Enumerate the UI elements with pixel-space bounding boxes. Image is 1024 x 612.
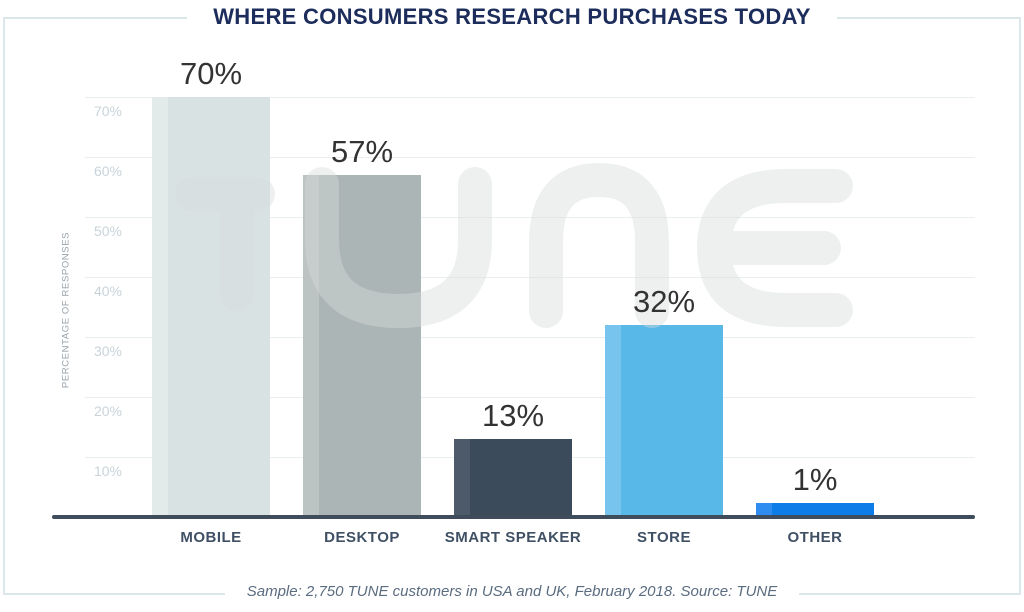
y-axis-title: PERCENTAGE OF RESPONSES: [60, 231, 72, 389]
gridline-60: [85, 157, 975, 158]
y-tick-label-20: 20%: [93, 403, 122, 419]
gridline-30: [85, 337, 975, 338]
category-label-smart-speaker: SMART SPEAKER: [444, 529, 582, 546]
value-label-desktop: 57%: [330, 134, 394, 169]
bar-store: [605, 325, 723, 517]
category-label-store: STORE: [637, 529, 691, 546]
value-label-store: 32%: [632, 284, 696, 319]
source-note: Sample: 2,750 TUNE customers in USA and …: [0, 583, 1024, 601]
y-tick-label-30: 30%: [93, 343, 122, 359]
gridline-40: [85, 277, 975, 278]
category-label-desktop: DESKTOP: [324, 529, 400, 546]
source-note-text: Sample: 2,750 TUNE customers in USA and …: [224, 583, 800, 600]
y-tick-label-40: 40%: [93, 283, 122, 299]
bar-other: [756, 503, 874, 517]
page-title: WHERE CONSUMERS RESEARCH PURCHASES TODAY: [0, 4, 1024, 30]
y-tick-label-50: 50%: [93, 223, 122, 239]
category-label-mobile: MOBILE: [180, 529, 242, 546]
bar-desktop: [303, 175, 421, 517]
page-title-text: WHERE CONSUMERS RESEARCH PURCHASES TODAY: [187, 4, 837, 30]
value-label-smart-speaker: 13%: [481, 398, 545, 433]
gridline-20: [85, 397, 975, 398]
x-axis-baseline: [52, 515, 975, 519]
gridline-50: [85, 217, 975, 218]
y-tick-label-10: 10%: [93, 463, 122, 479]
bar-smart-speaker: [454, 439, 572, 517]
value-label-mobile: 70%: [179, 56, 243, 91]
gridline-70: [85, 97, 975, 98]
value-label-other: 1%: [792, 462, 838, 497]
y-tick-label-70: 70%: [93, 103, 122, 119]
category-label-other: OTHER: [787, 529, 843, 546]
y-tick-label-60: 60%: [93, 163, 122, 179]
bar-mobile: [152, 97, 270, 517]
